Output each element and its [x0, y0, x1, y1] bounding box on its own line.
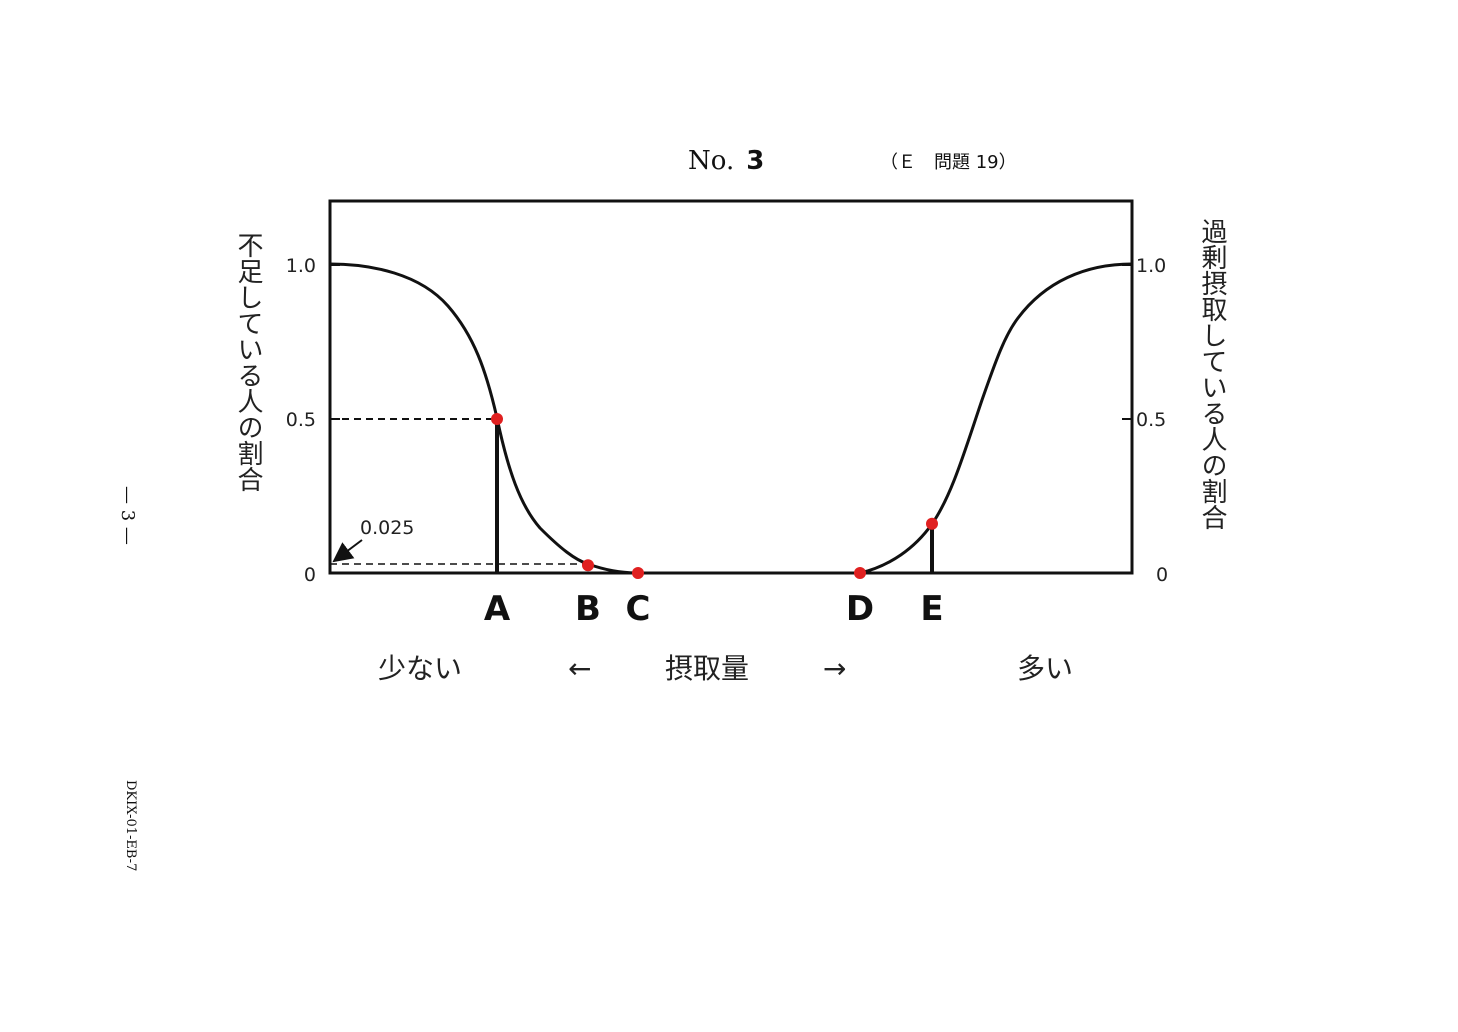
annotation-arrow	[332, 539, 363, 563]
point-e	[926, 517, 938, 530]
excess-curve	[859, 262, 1133, 575]
ylabel-left: 不足している人の割合	[233, 232, 263, 492]
ytick-right-1: 1.0	[1136, 255, 1166, 277]
plot-frame	[328, 199, 1134, 575]
question-reference: （Ｅ 問題 19）	[880, 152, 1017, 173]
annotation-0025: 0.025	[360, 517, 414, 539]
point-d	[854, 567, 866, 579]
point-label-b: B	[575, 589, 601, 629]
point-label-c: C	[626, 589, 651, 629]
x-right-word: 多い	[1017, 652, 1073, 685]
document-code: DKIX-01-EB-7	[123, 780, 138, 872]
x-axis-label: 摂取量	[665, 652, 749, 685]
x-right-arrow: →	[823, 652, 846, 685]
point-a	[491, 413, 503, 425]
no-prefix: No.	[688, 146, 735, 176]
ytick-left-0: 0	[304, 564, 316, 586]
point-c	[632, 567, 644, 579]
x-left-word: 少ない	[378, 652, 462, 685]
ylabel-right: 過剰摂取している人の割合	[1197, 218, 1227, 530]
point-label-d: D	[846, 589, 874, 629]
point-b	[582, 559, 594, 572]
x-left-arrow: ←	[568, 652, 591, 685]
page-number-heading: No. 3	[688, 146, 764, 176]
ytick-right-0: 0	[1156, 564, 1168, 586]
ytick-left-05: 0.5	[286, 409, 316, 431]
ytick-right-05: 0.5	[1136, 409, 1166, 431]
point-label-e: E	[920, 589, 943, 629]
point-label-a: A	[484, 589, 511, 629]
page-marker: — 3 —	[117, 485, 138, 545]
no-number: 3	[746, 146, 765, 176]
ytick-left-1: 1.0	[286, 255, 316, 277]
